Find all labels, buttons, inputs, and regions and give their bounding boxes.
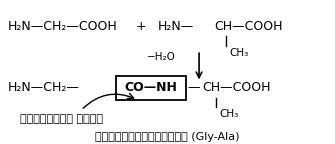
Text: CH—COOH: CH—COOH [202,81,271,94]
Text: ग्लाइसिलएलैनीन (Gly-Ala): ग्लाइसिलएलैनीन (Gly-Ala) [95,132,240,142]
Text: H₂N—CH₂—: H₂N—CH₂— [8,81,80,94]
Text: H₂N—CH₂—COOH: H₂N—CH₂—COOH [8,20,118,33]
Text: —: — [188,81,200,94]
Text: +: + [136,20,146,33]
Text: CO—NH: CO—NH [124,81,177,94]
Text: CH—COOH: CH—COOH [214,20,282,33]
Text: −H₂O: −H₂O [147,52,176,62]
Text: H₂N—: H₂N— [157,20,194,33]
Text: पेप्टाइड बन्ध: पेप्टाइड बन्ध [20,114,103,124]
Text: CH₃: CH₃ [219,109,238,119]
FancyBboxPatch shape [116,76,186,100]
Text: CH₃: CH₃ [229,48,248,58]
